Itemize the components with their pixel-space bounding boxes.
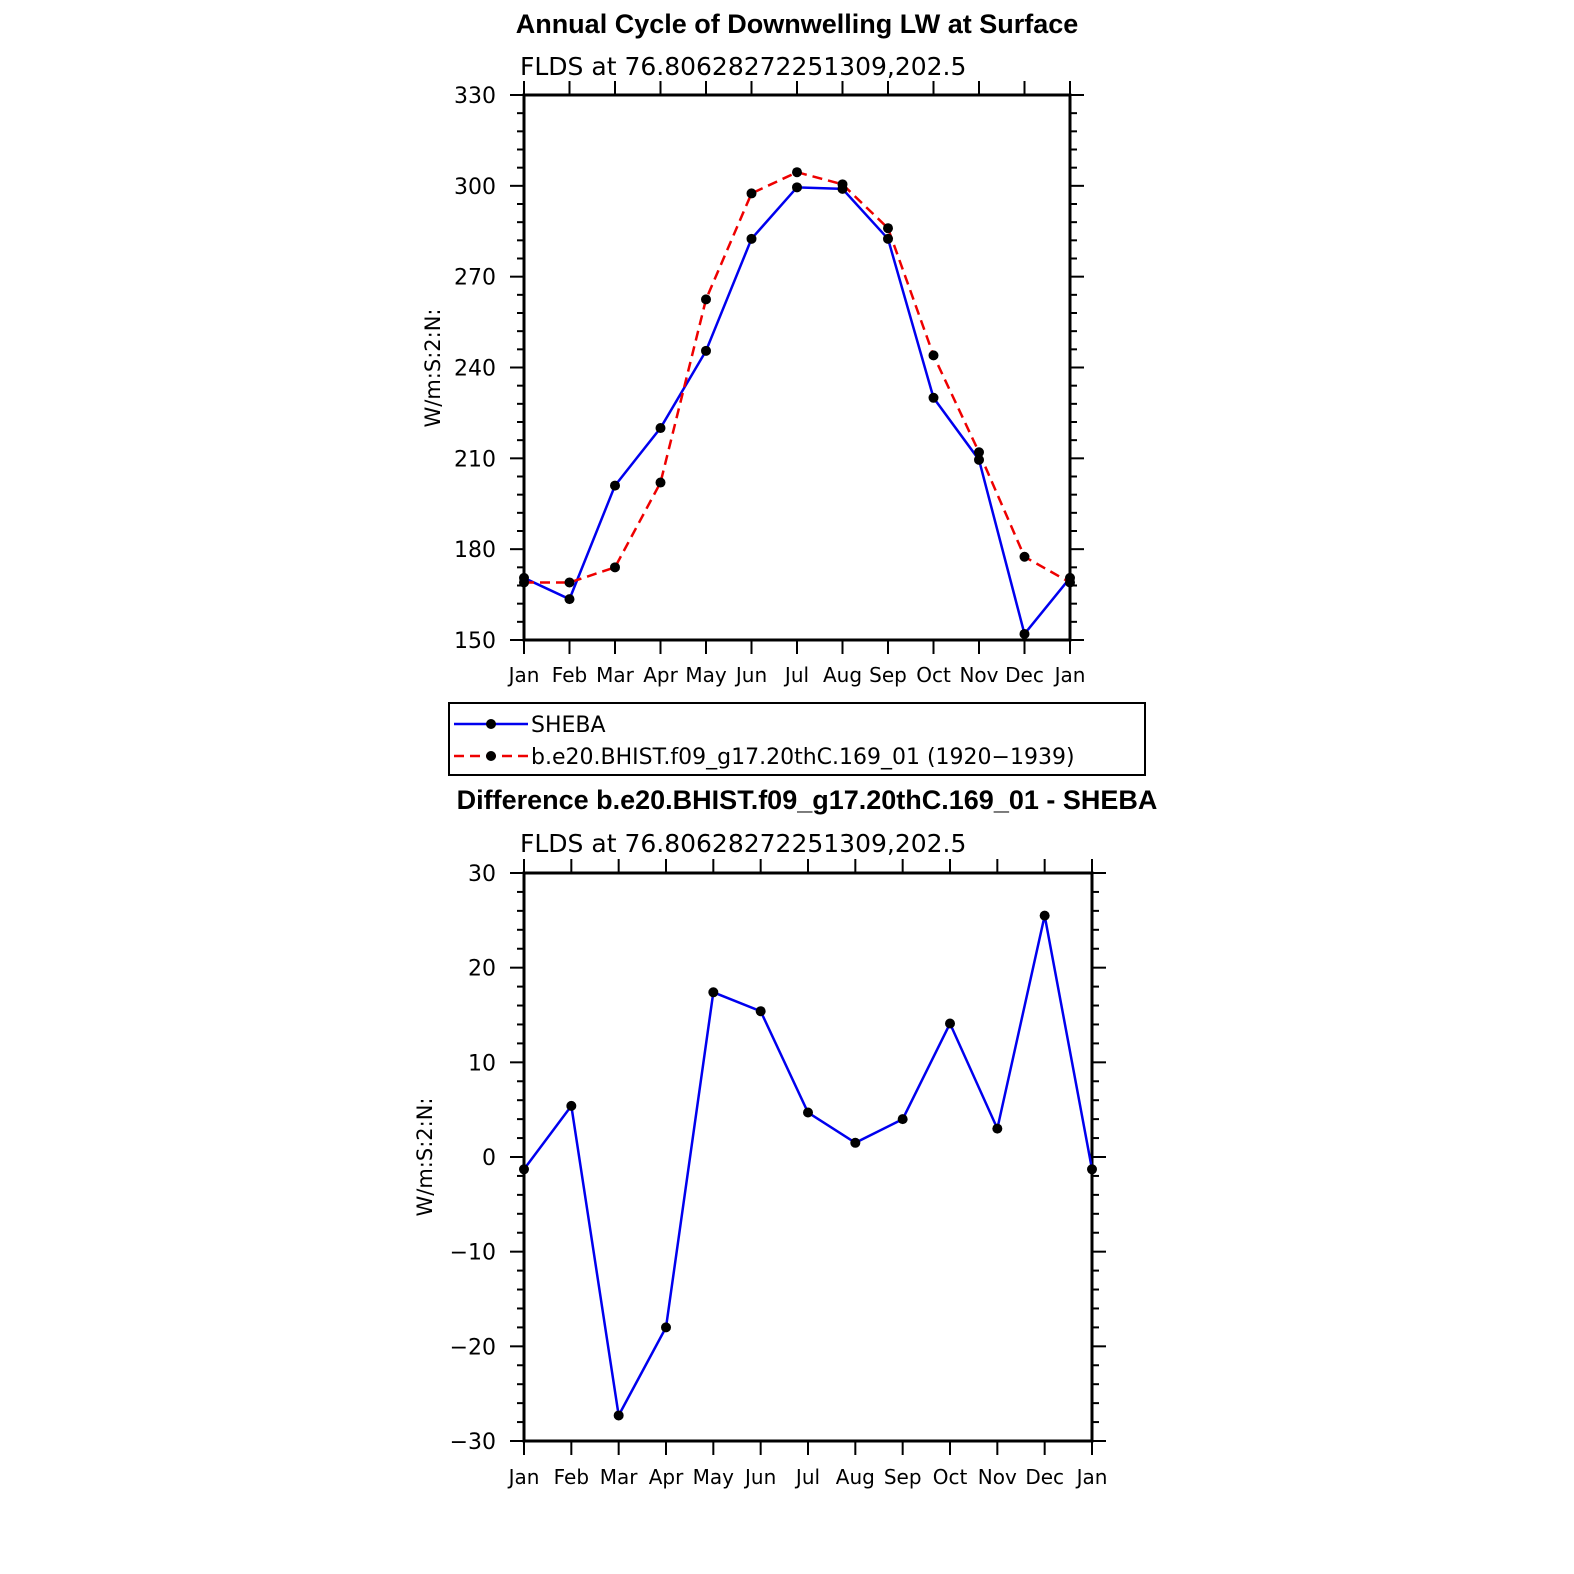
legend-marker-model — [486, 751, 496, 761]
data-point — [746, 188, 757, 199]
x-tick-label: Apr — [643, 663, 678, 687]
annual-cycle-panel: Annual Cycle of Downwelling LW at Surfac… — [421, 9, 1085, 687]
data-point — [519, 1164, 529, 1175]
data-point — [1019, 628, 1030, 639]
data-point — [1039, 910, 1050, 921]
x-tick-label: Dec — [1025, 1465, 1064, 1489]
data-point — [1065, 577, 1075, 588]
data-point — [928, 392, 939, 403]
legend-marker-sheba — [486, 719, 496, 729]
chart-subtitle: FLDS at 76.80628272251309,202.5 — [520, 52, 966, 81]
data-point — [708, 987, 719, 998]
data-point — [837, 179, 848, 190]
x-tick-label: Aug — [836, 1465, 875, 1489]
y-tick-label: 240 — [454, 357, 496, 382]
data-point — [655, 477, 666, 488]
x-tick-label: Jan — [507, 663, 540, 687]
x-tick-label: Jan — [507, 1465, 540, 1489]
series-line — [522, 915, 1094, 1420]
y-tick-label: 210 — [454, 447, 496, 472]
x-tick-label: Jul — [794, 1465, 820, 1489]
data-point — [1019, 551, 1030, 562]
x-tick-label: Aug — [823, 663, 862, 687]
legend: SHEBA b.e20.BHIST.f09_g17.20thC.169_01 (… — [448, 702, 1146, 776]
data-point — [701, 345, 711, 356]
data-point — [661, 1322, 671, 1333]
x-tick-label: Feb — [554, 1465, 589, 1489]
x-tick-label: Oct — [933, 1465, 968, 1489]
data-point — [974, 447, 984, 458]
x-tick-label: Nov — [978, 1465, 1017, 1489]
x-tick-label: Mar — [596, 663, 635, 687]
x-tick-label: Oct — [916, 663, 951, 687]
data-point — [883, 223, 893, 234]
plot-area: 150 180 210 240 270 300 330 Jan Feb Mar Apr May Jun J… — [454, 81, 1085, 687]
data-point — [655, 423, 666, 434]
data-point — [610, 562, 620, 573]
legend-label-sheba: SHEBA — [531, 713, 606, 738]
difference-panel: Difference b.e20.BHIST.f09_g17.20thC.169… — [413, 785, 1157, 1489]
data-point — [519, 577, 529, 588]
data-point — [850, 1137, 861, 1148]
data-point — [746, 233, 757, 244]
x-tick-label: May — [693, 1465, 735, 1489]
chart-title: Difference b.e20.BHIST.f09_g17.20thC.169… — [457, 785, 1158, 815]
data-point — [564, 577, 575, 588]
x-tick-label: Jan — [1075, 1465, 1108, 1489]
data-point — [755, 1006, 766, 1017]
data-point — [992, 1123, 1003, 1134]
x-tick-label: Apr — [649, 1465, 684, 1489]
series-line — [523, 186, 1071, 637]
y-tick-label: 0 — [482, 1146, 496, 1171]
legend-label-model: b.e20.BHIST.f09_g17.20thC.169_01 (1920−1… — [531, 745, 1075, 770]
legend-box — [448, 702, 1146, 776]
y-tick-label: 300 — [454, 175, 496, 200]
y-tick-label: 20 — [468, 957, 496, 982]
data-point — [613, 1410, 624, 1421]
x-tick-label: Nov — [959, 663, 998, 687]
series-line — [524, 170, 1071, 584]
data-point — [701, 294, 711, 305]
y-axis-label: W/m:S:2:N: — [421, 309, 445, 428]
data-point — [803, 1107, 813, 1118]
data-point — [610, 480, 620, 491]
x-tick-label: Jan — [1053, 663, 1086, 687]
y-tick-label: 150 — [454, 629, 496, 654]
data-point — [897, 1114, 908, 1125]
data-point — [792, 182, 802, 193]
data-point — [792, 167, 802, 178]
y-tick-label: −20 — [450, 1335, 496, 1360]
x-tick-label: Jul — [783, 663, 809, 687]
data-point — [564, 594, 575, 605]
plot-area: −30 −20 −10 0 10 20 30 Jan Feb Mar Apr May Jun Jul Aug… — [450, 859, 1108, 1489]
x-tick-label: Mar — [600, 1465, 639, 1489]
y-tick-label: 330 — [454, 84, 496, 109]
x-tick-label: Feb — [552, 663, 587, 687]
y-tick-label: −30 — [450, 1430, 496, 1455]
data-point — [1087, 1164, 1097, 1175]
x-tick-label: Dec — [1005, 663, 1044, 687]
y-tick-label: 30 — [468, 862, 496, 887]
x-tick-label: Jun — [743, 1465, 776, 1489]
chart-subtitle: FLDS at 76.80628272251309,202.5 — [520, 829, 966, 858]
data-point — [566, 1100, 577, 1111]
x-tick-label: May — [685, 663, 727, 687]
y-axis-label: W/m:S:2:N: — [413, 1098, 437, 1217]
chart-title: Annual Cycle of Downwelling LW at Surfac… — [516, 9, 1079, 39]
x-tick-label: Sep — [869, 663, 907, 687]
y-tick-label: 270 — [454, 266, 496, 291]
y-tick-label: 10 — [468, 1051, 496, 1076]
y-tick-label: −10 — [450, 1241, 496, 1266]
data-point — [883, 233, 893, 244]
data-point — [945, 1018, 955, 1029]
y-tick-label: 180 — [454, 538, 496, 563]
data-point — [974, 454, 984, 465]
x-tick-label: Jun — [734, 663, 767, 687]
x-tick-label: Sep — [884, 1465, 922, 1489]
data-point — [928, 350, 939, 361]
